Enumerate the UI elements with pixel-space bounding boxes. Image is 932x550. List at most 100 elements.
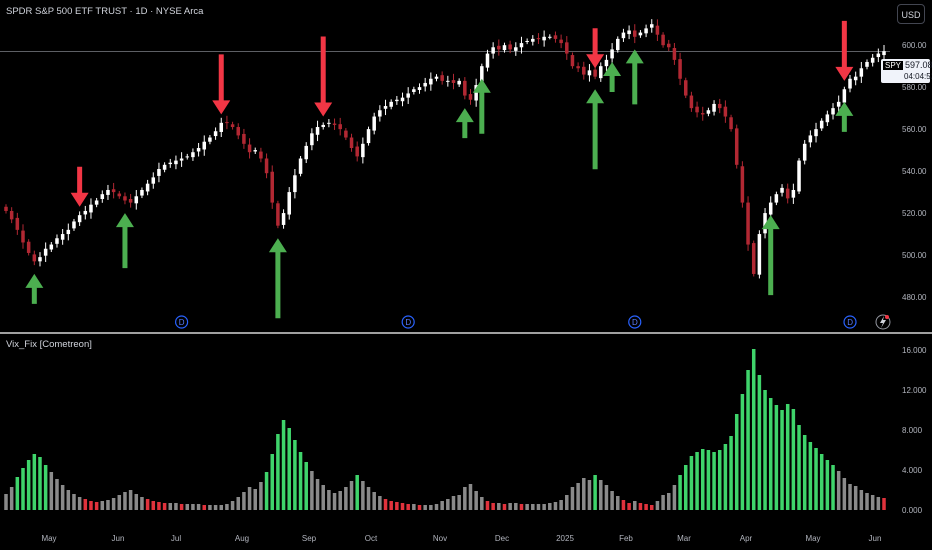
vix-bar [814,448,818,510]
candle-body [582,66,586,75]
candle-body [831,108,835,115]
candle-body [423,82,427,87]
vix-bar [655,501,660,510]
candle-body [123,196,127,201]
vix-bar [77,497,82,510]
candle-body [751,243,756,274]
time-axis: May Jun Jul Aug Sep Oct Nov Dec 2025 Feb Mar Apr May… [41,534,881,543]
candle-body [111,189,116,193]
candle-body [293,175,297,193]
candle-body [168,162,173,165]
candle-body [570,55,575,67]
vix-bar [49,472,54,510]
vix-bar [219,505,224,510]
vix-bar [514,503,518,510]
vix-bar [434,504,439,510]
candle-body [4,206,8,211]
price-tick-label: 520.00 [902,209,927,218]
vix-bar [327,490,331,510]
candle-body [797,160,801,192]
vix-bar [757,375,762,510]
vix-bar [366,487,371,510]
vix-bar [253,489,257,510]
vix-bar [649,505,654,510]
vix-bar [519,504,524,510]
vix-bar [542,504,546,510]
candle-body [55,238,59,244]
vix-bar [587,480,592,510]
vix-bar [780,410,784,510]
vix-bar [621,500,626,510]
candle-body [355,146,359,157]
vix-bar [310,471,314,510]
candle-body [734,128,739,165]
candle-body [802,143,807,161]
candle-body [774,194,779,203]
time-tick-label: Jul [171,534,181,543]
vix-bar [468,484,473,510]
vix-bar [372,492,376,510]
vix-bar [66,490,71,510]
dividend-D-icon [843,315,857,329]
vix-bar [230,501,235,510]
candle-body [649,24,654,28]
vix-bar [525,504,529,510]
candle-body [825,114,830,123]
candle-body [672,48,677,60]
vix-bar [463,487,467,510]
candle-body [723,106,728,117]
vix-bar [100,501,105,510]
vix-bar [689,456,694,510]
vix-bar [378,496,382,510]
vix-bar [627,503,631,510]
indicator-tick-label: 12.000 [902,386,927,395]
lightning-icon[interactable] [875,314,891,330]
vix-bar [213,505,218,510]
vix-bar [825,460,830,510]
price-value: 597.08 [905,60,932,70]
indicator-tick-label: 8.000 [902,426,923,435]
vix-bar [808,442,813,510]
buy-arrow [455,108,474,139]
candle-body [406,93,410,98]
vix-bar [145,499,150,510]
currency-button[interactable]: USD [897,4,925,24]
buy-arrow [761,215,780,296]
sell-arrow [212,54,231,115]
candle-body [43,248,48,256]
candle-body [474,85,478,101]
vix-bar [791,409,796,510]
time-tick-label: Aug [235,534,249,543]
candle-body [848,78,852,89]
vix-bar [870,495,875,510]
candle-body [485,53,490,68]
vix-bar [531,504,535,510]
vix-bar [185,504,190,510]
vix-bar [751,349,756,510]
vix-bar [355,475,359,510]
dividend-D-icon [628,315,642,329]
indicator-title: Vix_Fix [Cometreon] [6,339,92,350]
candle-body [208,137,212,142]
candle-body [514,47,518,51]
candle-body [196,148,201,152]
vix-bar [604,485,609,510]
vix-bar [423,505,427,510]
candle-body [174,160,178,165]
candle-body [327,122,331,124]
candle-body [77,215,82,223]
vix-bar [599,480,603,510]
vix-bar [168,503,173,510]
candle-body [276,203,280,226]
candle-body [740,166,745,203]
vix-bar [157,502,161,510]
candle-body [434,76,439,79]
candle-body [361,143,365,158]
vix-bar [842,478,847,510]
sell-arrow [70,166,89,207]
vix-bar [383,499,388,510]
vix-bar [666,493,671,510]
time-tick-label: May [805,534,820,543]
